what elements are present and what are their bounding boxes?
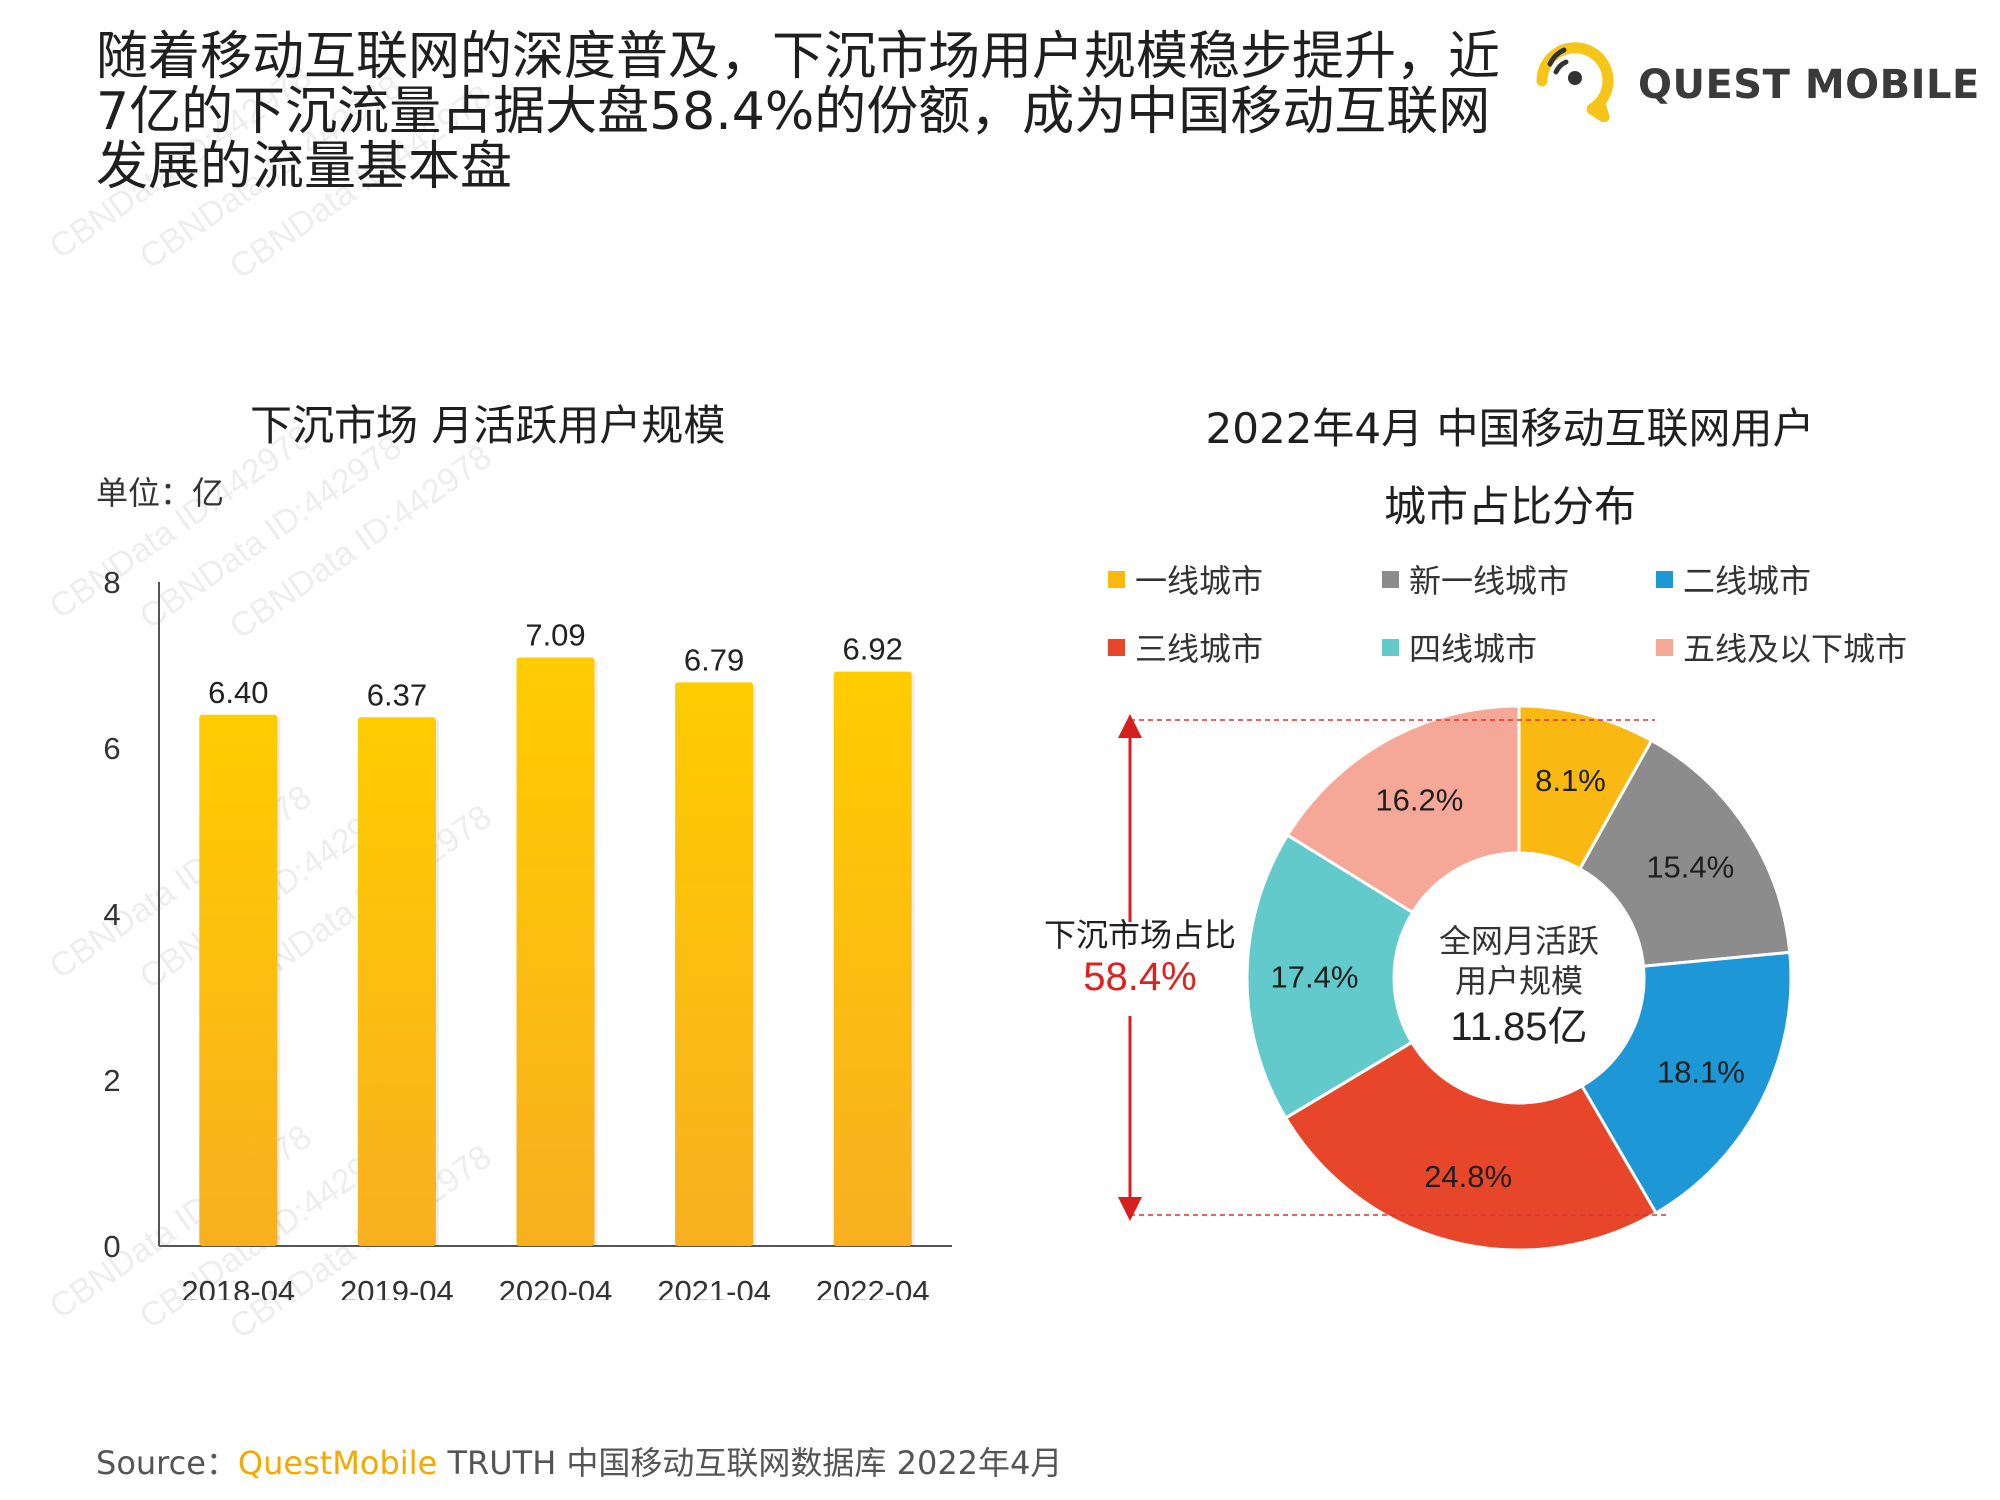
- source-line: Source：QuestMobile TRUTH 中国移动互联网数据库 2022…: [96, 1438, 1062, 1484]
- bar-chart: 0 2 4 6 8 6.40 2018-04 6.37 2019-04 7.09 2020-04 6.…: [103, 565, 952, 1300]
- bracket-value: 58.4%: [1083, 955, 1196, 999]
- x-tick-label: 2020-04: [499, 1274, 613, 1300]
- donut-slice-五线及以下城市: [1285, 704, 1521, 915]
- legend-item: 五线及以下城市: [1656, 624, 1956, 670]
- bar-2020-04: [516, 657, 595, 1246]
- pie-chart-title-line2: 城市占比分布: [1383, 482, 1636, 531]
- y-tick-label: 6: [103, 731, 120, 766]
- bar-value-label: 6.37: [367, 677, 427, 712]
- x-tick-label: 2021-04: [657, 1274, 771, 1300]
- legend-item: 四线城市: [1382, 624, 1656, 670]
- legend-swatch: [1656, 638, 1673, 656]
- logo-mark-icon: [1536, 42, 1614, 122]
- y-tick-label: 8: [103, 565, 120, 600]
- donut-chart: 下沉市场占比 58.4% 全网月活跃 用户规模 11.85亿 8.1% 15.4%…: [1044, 704, 1793, 1252]
- legend-item: 二线城市: [1656, 556, 1956, 602]
- legend-label: 四线城市: [1409, 630, 1538, 668]
- legend-swatch: [1382, 570, 1399, 588]
- pie-legend: 一线城市 新一线城市 二线城市三线城市 四线城市 五线及以下城市: [1108, 556, 1968, 670]
- bar-2021-04: [675, 682, 754, 1246]
- source-prefix: Source：: [96, 1444, 238, 1482]
- bar-2018-04: [199, 714, 278, 1246]
- donut-slice-label: 8.1%: [1535, 763, 1606, 798]
- donut-slice-label: 17.4%: [1271, 960, 1359, 995]
- legend-item: 三线城市: [1108, 624, 1382, 670]
- donut-slice-label: 16.2%: [1375, 782, 1463, 817]
- legend-swatch: [1382, 638, 1399, 656]
- legend-item: 一线城市: [1108, 556, 1382, 602]
- x-tick-label: 2022-04: [816, 1274, 930, 1300]
- questmobile-logo: QUEST MOBILE: [1520, 26, 1979, 122]
- legend-label: 一线城市: [1135, 562, 1264, 600]
- legend-label: 二线城市: [1683, 562, 1812, 600]
- donut-slice-三线城市: [1283, 1040, 1659, 1252]
- donut-slice-label: 18.1%: [1657, 1054, 1745, 1089]
- bar-2019-04: [357, 717, 436, 1246]
- y-tick-label: 2: [103, 1063, 120, 1098]
- center-label-line2: 用户规模: [1455, 963, 1583, 999]
- donut-slice-四线城市: [1245, 833, 1415, 1120]
- x-tick-label: 2019-04: [340, 1274, 454, 1300]
- bar-value-label: 6.40: [208, 675, 268, 710]
- pie-chart-title: 2022年4月 中国移动互联网用户 城市占比分布: [1150, 390, 1870, 546]
- bar-value-label: 6.79: [684, 642, 744, 677]
- y-tick-label: 4: [103, 897, 120, 932]
- legend-label: 三线城市: [1135, 630, 1264, 668]
- source-brand: QuestMobile: [237, 1444, 438, 1482]
- legend-swatch: [1656, 570, 1673, 588]
- y-tick-label: 0: [103, 1229, 120, 1264]
- pie-chart-title-line1: 2022年4月 中国移动互联网用户: [1205, 404, 1815, 453]
- bracket-label: 下沉市场占比: [1044, 917, 1236, 953]
- legend-label: 五线及以下城市: [1683, 630, 1908, 668]
- legend-swatch: [1108, 638, 1125, 656]
- donut-slices: [1245, 704, 1793, 1252]
- legend-swatch: [1108, 570, 1125, 588]
- bar-chart-unit: 单位：亿: [96, 474, 225, 512]
- center-total-value: 11.85亿: [1450, 1005, 1587, 1049]
- donut-slice-label: 24.8%: [1424, 1159, 1512, 1194]
- headline: 随着移动互联网的深度普及，下沉市场用户规模稳步提升，近7亿的下沉流量占据大盘58…: [96, 27, 1501, 197]
- bar-2022-04: [833, 671, 912, 1246]
- bar-value-label: 7.09: [525, 618, 585, 653]
- legend-label: 新一线城市: [1409, 562, 1570, 600]
- donut-slice-label: 15.4%: [1646, 849, 1734, 884]
- center-label-line1: 全网月活跃: [1439, 923, 1599, 959]
- bar-value-label: 6.92: [843, 632, 903, 667]
- x-tick-label: 2018-04: [181, 1274, 295, 1300]
- bar-chart-title: 下沉市场 月活跃用户规模: [250, 401, 726, 450]
- legend-item: 新一线城市: [1382, 556, 1656, 602]
- logo-text: QUEST MOBILE: [1638, 62, 1980, 108]
- donut-slice-二线城市: [1579, 950, 1793, 1216]
- donut-slice-新一线城市: [1577, 738, 1792, 968]
- source-description: TRUTH 中国移动互联网数据库 2022年4月: [437, 1444, 1063, 1482]
